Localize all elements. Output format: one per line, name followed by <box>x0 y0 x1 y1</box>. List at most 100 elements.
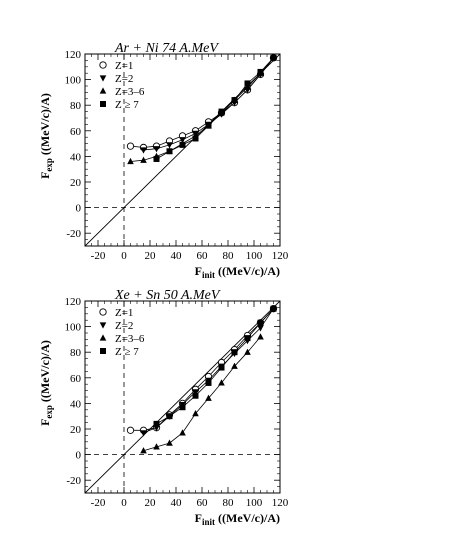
legend-label: Z=2 <box>115 320 133 332</box>
data-point <box>140 447 147 454</box>
data-point <box>126 142 135 150</box>
data-point <box>205 394 212 401</box>
x-tick-label: -20 <box>91 497 106 509</box>
data-point <box>153 443 160 450</box>
data-point <box>270 54 277 61</box>
data-point <box>166 142 173 149</box>
y-axis-label: Fexp ((MeV/c)/A) <box>38 93 54 179</box>
y-axis-label: Fexp ((MeV/c)/A) <box>38 340 54 426</box>
data-point <box>140 430 147 437</box>
x-tick-label: 20 <box>145 497 157 509</box>
series-line <box>130 57 274 162</box>
y-tick-label: 20 <box>70 177 82 189</box>
data-point <box>140 156 147 163</box>
x-tick-label: 100 <box>246 497 263 509</box>
data-point <box>192 410 199 417</box>
legend-marker <box>99 75 107 82</box>
y-tick-label: 120 <box>65 49 82 61</box>
y-tick-label: 80 <box>70 100 82 112</box>
data-point <box>257 319 264 326</box>
y-tick-label: 40 <box>70 151 82 163</box>
y-tick-label: 20 <box>70 424 82 436</box>
x-tick-label: 20 <box>145 250 157 262</box>
legend-marker <box>99 61 107 69</box>
x-tick-label: 100 <box>246 250 263 262</box>
legend-label: Z=3–6 <box>115 86 145 98</box>
data-point <box>231 97 238 104</box>
y-tick-label: -20 <box>66 475 81 487</box>
y-tick-label: 60 <box>70 373 82 385</box>
data-point <box>205 122 212 129</box>
x-axis-label: Finit ((MeV/c)/A) <box>195 511 280 527</box>
data-point <box>231 362 238 369</box>
x-tick-label: 40 <box>171 250 183 262</box>
data-point <box>127 157 134 165</box>
data-point <box>257 325 264 332</box>
y-tick-label: 80 <box>70 347 82 359</box>
y-tick-label: 120 <box>65 296 82 308</box>
series-4 <box>153 305 277 427</box>
data-point <box>244 335 251 342</box>
x-axis-label: Finit ((MeV/c)/A) <box>195 264 280 280</box>
y-tick-label: -20 <box>66 228 81 240</box>
data-point <box>153 155 160 162</box>
data-point <box>179 141 186 148</box>
series-1 <box>126 54 278 152</box>
data-point <box>270 305 277 312</box>
series-line <box>156 308 274 425</box>
legend-marker <box>99 322 107 329</box>
chart-title: Xe + Sn 50 A.MeV <box>114 288 221 303</box>
series-3 <box>127 54 277 165</box>
data-point <box>218 364 225 371</box>
y-tick-label: 0 <box>76 203 82 215</box>
data-point <box>179 429 186 436</box>
legend-label: Z=2 <box>115 73 133 85</box>
data-point <box>192 389 199 396</box>
chart-title: Ar + Ni 74 A.MeV <box>114 41 219 56</box>
series-1 <box>126 305 278 434</box>
series-3 <box>140 333 264 454</box>
legend: Z=1Z=2Z=3–6Z ≥ 7 <box>99 60 145 111</box>
data-point <box>153 420 160 427</box>
series-line <box>156 57 274 160</box>
data-point <box>231 349 238 356</box>
legend: Z=1Z=2Z=3–6Z ≥ 7 <box>99 307 145 358</box>
series-line <box>143 57 274 151</box>
legend-marker <box>99 87 107 94</box>
data-point <box>218 108 225 115</box>
data-point <box>192 135 199 142</box>
x-tick-label: 0 <box>121 497 127 509</box>
chart-panel-2: -20 0 20 40 60 80 100 120 -20 0 20 40 60 80 100 120 Xe +… <box>38 288 289 527</box>
data-point <box>205 379 212 386</box>
x-tick-label: 120 <box>272 250 289 262</box>
legend-marker <box>99 334 107 341</box>
legend-marker <box>100 101 106 107</box>
legend-label: Z ≥ 7 <box>115 346 139 358</box>
series-line <box>130 57 274 148</box>
data-point <box>218 379 225 386</box>
series-4 <box>153 54 277 162</box>
x-tick-label: 0 <box>121 250 127 262</box>
y-tick-label: 0 <box>76 450 82 462</box>
legend-label: Z=1 <box>115 60 133 72</box>
data-point <box>179 404 186 411</box>
y-tick-label: 40 <box>70 398 82 410</box>
data-point <box>244 80 251 87</box>
chart-panel-1: -20 0 20 40 60 80 100 120 -20 0 20 40 60 80 100 120 Ar +… <box>38 41 289 280</box>
data-point <box>166 439 173 446</box>
data-point <box>244 348 251 355</box>
data-point <box>166 148 173 155</box>
legend-label: Z ≥ 7 <box>115 99 139 111</box>
x-tick-label: 80 <box>223 250 235 262</box>
y-tick-label: 100 <box>65 322 82 334</box>
data-point <box>126 426 135 434</box>
y-tick-label: 60 <box>70 126 82 138</box>
x-tick-label: 120 <box>272 497 289 509</box>
x-tick-label: 80 <box>223 497 235 509</box>
data-point <box>153 146 160 153</box>
legend-label: Z=1 <box>115 307 133 319</box>
x-tick-label: 40 <box>171 497 183 509</box>
data-point <box>257 333 264 340</box>
legend-label: Z=3–6 <box>115 333 145 345</box>
x-tick-label: 60 <box>197 250 209 262</box>
